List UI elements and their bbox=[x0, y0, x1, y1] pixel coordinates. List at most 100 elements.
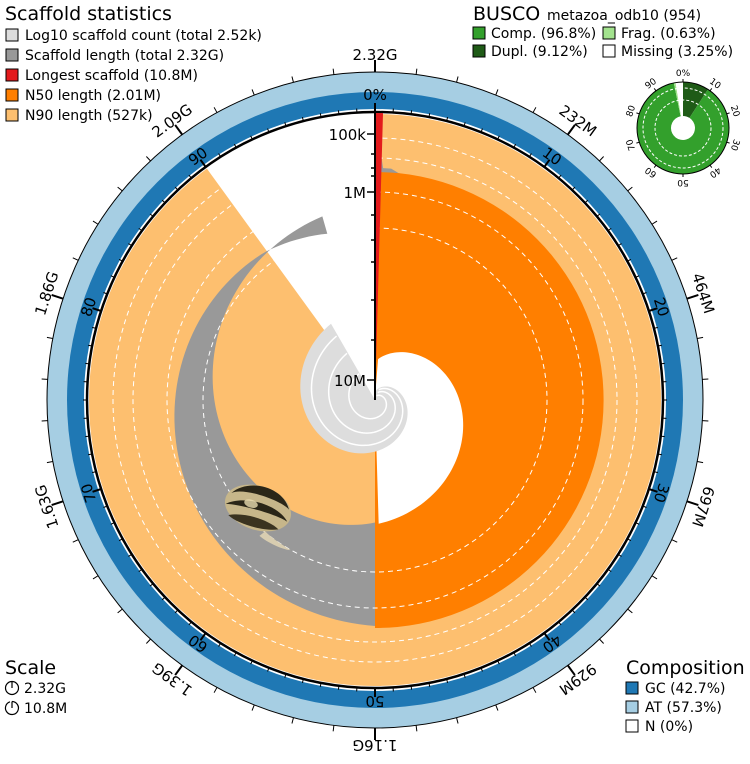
busco-tick-label: 0% bbox=[676, 69, 691, 79]
busco-tick bbox=[653, 164, 657, 168]
busco-donut: 0% 10 20 30 40 50 60 70 80 90 bbox=[625, 69, 741, 187]
percent-minor-tick bbox=[446, 678, 449, 683]
percent-minor-tick bbox=[596, 583, 601, 587]
percent-minor-tick bbox=[103, 292, 108, 295]
percent-minor-tick bbox=[410, 110, 413, 115]
radial-label-1m: 1M bbox=[344, 184, 367, 202]
composition-swatch-n bbox=[625, 719, 639, 733]
percent-minor-tick bbox=[233, 652, 237, 657]
busco-item-missing: Missing (3.25%) bbox=[602, 44, 733, 60]
busco-tick-label: 40 bbox=[707, 164, 722, 179]
percent-minor-tick bbox=[161, 199, 166, 204]
percent-minor-tick bbox=[627, 258, 632, 262]
composition-label-n: N (0%) bbox=[645, 719, 693, 735]
percent-minor-tick bbox=[607, 568, 612, 573]
percent-minor-tick bbox=[653, 326, 658, 329]
percent-minor-tick bbox=[528, 153, 532, 158]
busco-tick-label: 10 bbox=[707, 77, 722, 92]
length-tick bbox=[686, 500, 699, 507]
legend-swatch-scaffold-length bbox=[5, 48, 19, 62]
scale-icon-longest bbox=[4, 700, 20, 716]
legend-item-log10: Log10 scaffold count (total 2.52k) bbox=[5, 28, 262, 44]
busco-tick bbox=[709, 88, 713, 92]
spiral-gridline bbox=[310, 335, 404, 447]
length-minor-tick bbox=[46, 336, 53, 340]
percent-minor-tick bbox=[497, 135, 500, 140]
percent-minor-tick bbox=[92, 326, 97, 329]
percent-minor-tick bbox=[85, 362, 90, 365]
busco-swatch-comp bbox=[472, 26, 486, 40]
busco-tick-label: 50 bbox=[677, 177, 689, 187]
percent-minor-tick bbox=[660, 362, 665, 365]
scale-item-longest: 10.8M bbox=[4, 700, 67, 717]
length-minor-tick bbox=[627, 608, 633, 614]
percent-minor-tick bbox=[174, 186, 179, 191]
percent-minor-tick bbox=[617, 553, 622, 557]
composition-item-n: N (0%) bbox=[625, 719, 693, 735]
length-minor-tick bbox=[251, 704, 255, 711]
busco-lineage: metazoa_odb10 (954) bbox=[547, 8, 701, 24]
percent-minor-tick bbox=[428, 682, 431, 687]
percent-tick bbox=[543, 159, 551, 168]
percent-minor-tick bbox=[103, 505, 108, 508]
busco-gridline bbox=[642, 87, 724, 169]
percent-tick bbox=[92, 307, 102, 312]
percent-minor-tick bbox=[513, 143, 517, 148]
percent-minor-tick bbox=[161, 596, 166, 601]
length-tick bbox=[51, 500, 64, 507]
percent-minor-tick bbox=[250, 135, 253, 140]
legend-label-log10: Log10 scaffold count (total 2.52k) bbox=[25, 28, 262, 44]
busco-swatch-dupl bbox=[472, 44, 486, 58]
length-minor-tick bbox=[456, 76, 459, 83]
spiral-gridlines bbox=[310, 335, 404, 447]
percent-minor-tick bbox=[617, 243, 622, 247]
busco-swatch-frag bbox=[602, 26, 616, 40]
percent-minor-tick bbox=[250, 660, 253, 665]
legend-label-longest: Longest scaffold (10.8M) bbox=[25, 68, 198, 84]
busco-gridline bbox=[654, 99, 712, 157]
percent-minor-tick bbox=[337, 685, 340, 690]
percent-tick-label: 50 bbox=[365, 692, 384, 710]
length-minor-tick bbox=[671, 257, 678, 261]
percent-tick-label: 20 bbox=[650, 295, 673, 319]
scale-item-total: 2.32G bbox=[4, 680, 66, 697]
percent-minor-tick bbox=[149, 213, 154, 217]
percent-minor-tick bbox=[558, 174, 562, 179]
length-minor-tick bbox=[46, 460, 53, 464]
length-minor-tick bbox=[415, 725, 418, 732]
length-minor-tick bbox=[291, 76, 294, 83]
legend-swatch-log10 bbox=[5, 28, 19, 42]
percent-minor-tick bbox=[657, 453, 662, 456]
busco-tick-label: 80 bbox=[625, 104, 638, 118]
length-minor-tick bbox=[415, 68, 418, 75]
percent-tick bbox=[199, 159, 207, 168]
percent-minor-tick bbox=[267, 128, 270, 133]
spiral-gridline bbox=[348, 373, 388, 420]
percent-minor-tick bbox=[607, 227, 612, 232]
percent-minor-tick bbox=[88, 344, 93, 347]
busco-tick bbox=[709, 164, 713, 168]
length-ticks bbox=[41, 60, 709, 740]
legend-item-scaffold-length: Scaffold length (total 2.32G) bbox=[5, 48, 224, 64]
percent-ticks bbox=[83, 103, 667, 697]
length-minor-tick bbox=[697, 336, 704, 340]
legend-title: Scaffold statistics bbox=[5, 3, 172, 25]
length-minor-tick bbox=[627, 186, 633, 192]
busco-tick bbox=[636, 112, 640, 115]
busco-frag-slice bbox=[673, 82, 682, 117]
percent-minor-tick bbox=[463, 122, 466, 127]
percent-minor-tick bbox=[174, 609, 179, 614]
percent-tick-label: 0% bbox=[363, 86, 387, 104]
length-tick-label: 1.16G bbox=[352, 736, 397, 754]
length-tick bbox=[566, 124, 576, 136]
radial-axis-ticks bbox=[367, 133, 375, 381]
busco-dupl-slice bbox=[683, 82, 708, 118]
percent-minor-tick bbox=[446, 117, 449, 122]
percent-tick bbox=[543, 632, 551, 641]
percent-minor-tick bbox=[337, 110, 340, 115]
log10-count-spiral bbox=[300, 323, 408, 454]
percent-minor-tick bbox=[88, 453, 93, 456]
length-minor-tick bbox=[213, 107, 218, 113]
legend-item-n90: N90 length (527k) bbox=[5, 108, 153, 124]
percent-minor-tick bbox=[233, 143, 237, 148]
